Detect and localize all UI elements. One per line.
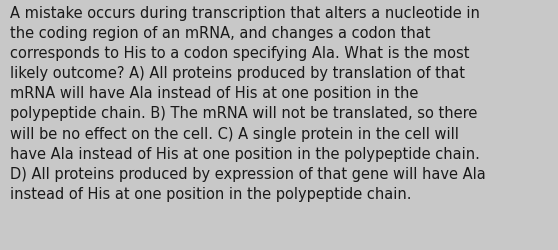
Text: A mistake occurs during transcription that alters a nucleotide in
the coding reg: A mistake occurs during transcription th…	[10, 6, 486, 201]
